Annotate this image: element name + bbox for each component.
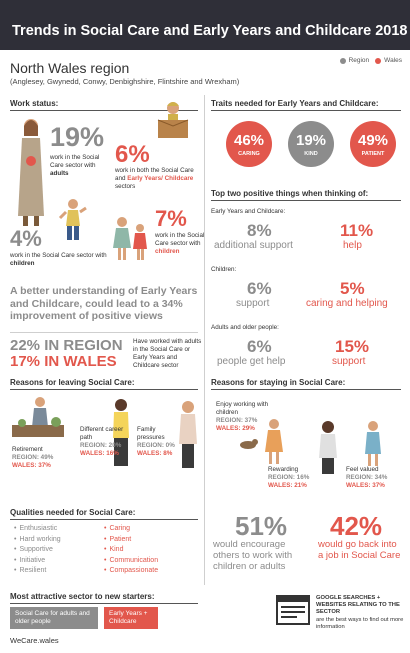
positive-a-text: support bbox=[236, 298, 270, 309]
divider bbox=[10, 332, 198, 333]
qualities-heading: Qualities needed for Social Care: bbox=[10, 508, 136, 517]
leaving-item: Retirement REGION: 49% WALES: 37% bbox=[12, 446, 54, 469]
retirement-figure-icon bbox=[12, 397, 64, 437]
region-subtitle: (Anglesey, Gwynedd, Conwy, Denbighshire,… bbox=[10, 77, 240, 86]
divider bbox=[10, 603, 198, 604]
positive-a-text: people get help bbox=[217, 356, 286, 367]
page-title: Trends in Social Care and Early Years an… bbox=[12, 23, 408, 39]
positive-b-pct: 15% bbox=[335, 337, 370, 356]
positive-b-text: help bbox=[343, 240, 362, 251]
encourage-text: would encourage others to work with chil… bbox=[213, 539, 293, 572]
understanding-text: A better understanding of Early Years an… bbox=[10, 285, 198, 323]
career-figure-icon bbox=[113, 399, 129, 466]
wales-dot-icon bbox=[375, 57, 382, 64]
google-title: GOOGLE SEARCHES + WEBSITES RELATING TO T… bbox=[316, 595, 400, 616]
staying-item: Rewarding REGION: 16% WALES: 21% bbox=[268, 466, 310, 489]
footer-site: WeCare.wales bbox=[10, 636, 59, 645]
leaving-item: Family pressures REGION: 0% WALES: 8% bbox=[137, 426, 175, 457]
positive-b-text: caring and helping bbox=[306, 298, 388, 309]
staying-item: Enjoy working with children REGION: 37% … bbox=[216, 401, 269, 432]
divider bbox=[10, 519, 198, 520]
positive-b-pct: 5% bbox=[340, 279, 365, 298]
divider bbox=[10, 110, 198, 111]
family-figure-icon bbox=[179, 401, 197, 468]
legend-wales: Wales bbox=[384, 57, 402, 64]
back-percent: 42% bbox=[330, 511, 383, 541]
boy-figure-icon bbox=[58, 199, 87, 240]
traits-heading: Traits needed for Early Years and Childc… bbox=[211, 99, 379, 108]
google-text: are the best ways to find out more infor… bbox=[316, 617, 404, 631]
worked-region: 22% IN REGION bbox=[10, 337, 123, 354]
group-label: Early Years and Childcare: bbox=[211, 208, 286, 215]
header-bar bbox=[0, 0, 410, 50]
adults-percent: 19% bbox=[50, 122, 105, 152]
both-text: work in both the Social Care and Early Y… bbox=[115, 167, 194, 190]
both-percent: 6% bbox=[115, 141, 150, 168]
worked-text: Have worked with adults in the Social Ca… bbox=[133, 338, 202, 369]
trait-kind: 19% KIND bbox=[288, 121, 334, 167]
option-early-years: Early Years + Childcare bbox=[104, 607, 158, 629]
woman-figure-icon bbox=[18, 119, 44, 226]
quality-item: Hard working bbox=[14, 535, 60, 546]
leaving-heading: Reasons for leaving Social Care: bbox=[10, 378, 135, 387]
quality-item: Patient bbox=[104, 535, 158, 546]
column-divider bbox=[204, 95, 205, 585]
quality-item: Communication bbox=[104, 556, 158, 567]
positive-a-pct: 6% bbox=[247, 279, 272, 298]
group-label: Children: bbox=[211, 266, 237, 273]
worked-wales: 17% IN WALES bbox=[10, 353, 117, 370]
divider bbox=[211, 200, 401, 201]
work-status-heading: Work status: bbox=[10, 99, 59, 108]
positives-heading: Top two positive things when thinking of… bbox=[211, 189, 369, 198]
trait-patient: 49% PATIENT bbox=[350, 121, 396, 167]
traits-circles: 46% CARING 19% KIND 49% PATIENT bbox=[226, 121, 396, 167]
back-text: would go back into a job in Social Care bbox=[318, 539, 401, 561]
divider bbox=[10, 389, 198, 390]
legend-region: Region bbox=[348, 57, 370, 64]
region-dot-icon bbox=[339, 57, 346, 64]
encourage-percent: 51% bbox=[235, 511, 288, 541]
divider bbox=[211, 389, 401, 390]
quality-item: Kind bbox=[104, 545, 158, 556]
quality-item: Caring bbox=[104, 524, 158, 535]
quality-item: Resilient bbox=[14, 566, 61, 577]
attractive-heading: Most attractive sector to new starters: bbox=[10, 592, 155, 601]
dog-icon bbox=[240, 439, 258, 449]
quality-item: Initiative bbox=[14, 556, 61, 567]
childcare-percent: 7% bbox=[155, 206, 187, 231]
children-figures-icon bbox=[113, 217, 147, 260]
positive-a-pct: 6% bbox=[247, 337, 272, 356]
childcare-worker-icon bbox=[265, 419, 283, 464]
legend: Region Wales bbox=[339, 57, 402, 64]
man-with-box-icon bbox=[157, 102, 189, 138]
children-percent: 4% bbox=[10, 226, 42, 251]
qualities-grey-list: Enthusiastic Hard working Supportive Ini… bbox=[14, 524, 61, 577]
quality-item: Compassionate bbox=[104, 566, 158, 577]
staying-item: Feel valued REGION: 34% WALES: 37% bbox=[346, 466, 388, 489]
browser-icon bbox=[276, 595, 310, 625]
group-label: Adults and older people: bbox=[211, 324, 279, 331]
trait-caring: 46% CARING bbox=[226, 121, 272, 167]
staying-heading: Reasons for staying in Social Care: bbox=[211, 378, 346, 387]
quality-item: Enthusiastic bbox=[14, 524, 61, 535]
children-text: work in the Social Care sector with chil… bbox=[10, 252, 107, 267]
leaving-item: Different career path REGION: 20% WALES:… bbox=[80, 426, 124, 457]
adults-text: work in the Social Care sector with adul… bbox=[50, 154, 100, 177]
childcare-text: work in the Social Care sector with chil… bbox=[155, 232, 205, 255]
qualities-red-list: Caring Patient Kind Communication Compas… bbox=[104, 524, 158, 577]
rewarding-figure-icon bbox=[319, 421, 337, 474]
region-title: North Wales region bbox=[10, 60, 130, 76]
divider bbox=[211, 110, 401, 111]
positive-b-text: support bbox=[332, 356, 366, 367]
positive-a-text: additional support bbox=[214, 240, 293, 251]
quality-item: Supportive bbox=[14, 545, 61, 556]
option-social-care: Social Care for adults and older people bbox=[10, 607, 98, 629]
positive-b-pct: 11% bbox=[340, 221, 374, 240]
valued-figure-icon bbox=[365, 421, 381, 466]
positive-a-pct: 8% bbox=[247, 221, 272, 240]
